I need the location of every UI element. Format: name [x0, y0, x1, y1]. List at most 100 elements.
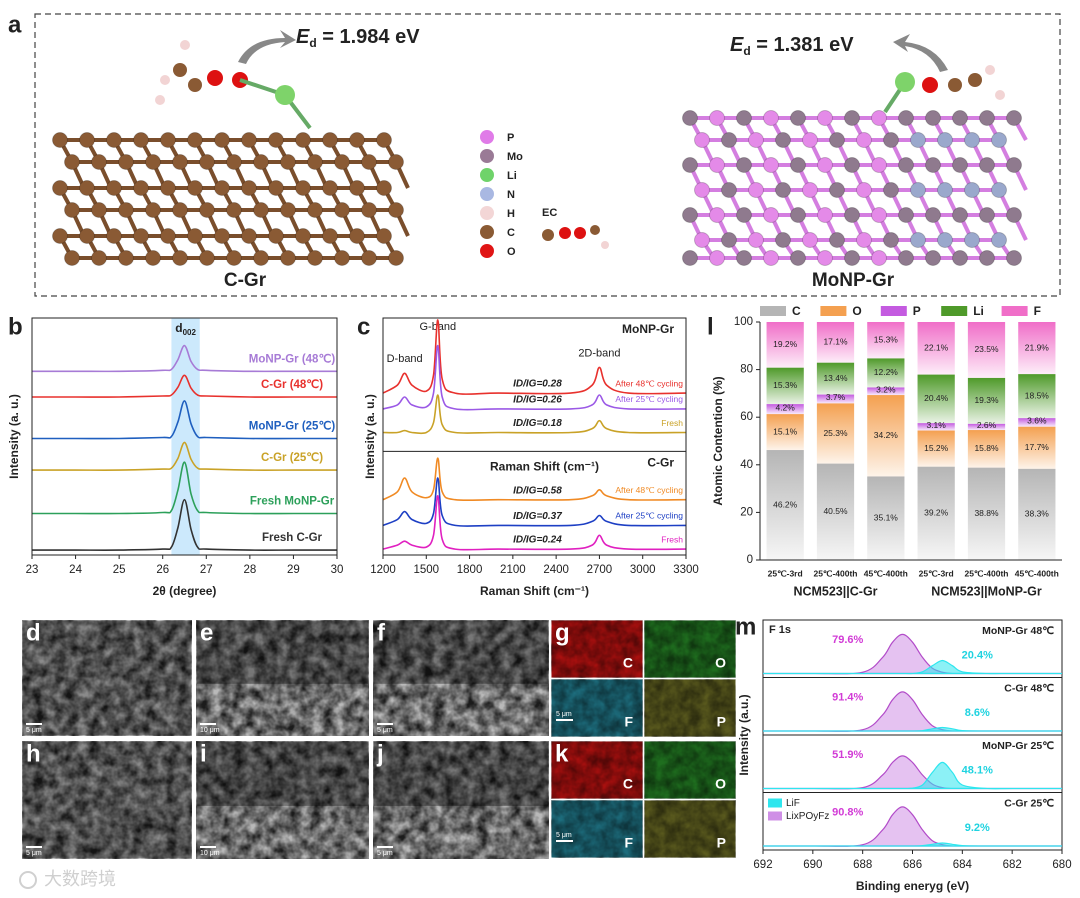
- x-tick-label: 27: [200, 564, 213, 576]
- legend-swatch: [480, 187, 494, 201]
- legend-label: LiF: [786, 798, 800, 809]
- atom: [898, 157, 914, 173]
- subplot-title: C-Gr 25℃: [1004, 797, 1054, 809]
- eds-element: C: [623, 776, 633, 792]
- value-label: 38.8%: [974, 508, 999, 518]
- legend-swatch: [768, 798, 782, 808]
- panel-label: m: [735, 613, 756, 640]
- atom: [763, 207, 779, 223]
- panel-label: a: [8, 11, 22, 38]
- atom: [322, 228, 338, 244]
- series-line: [32, 374, 337, 398]
- atom: [925, 207, 941, 223]
- eds-element: P: [717, 714, 726, 730]
- sem-texture: [196, 620, 369, 736]
- ratio-label: ID/IG=0.28: [513, 379, 562, 390]
- atom: [253, 202, 269, 218]
- atom: [1006, 207, 1022, 223]
- atom: [790, 110, 806, 126]
- atom: [937, 232, 953, 248]
- atom: [979, 250, 995, 266]
- series-line: [382, 344, 687, 411]
- atom: [268, 132, 284, 148]
- atom: [226, 202, 242, 218]
- atom: [736, 110, 752, 126]
- atom: [187, 132, 203, 148]
- eds-element: P: [717, 835, 726, 851]
- x-axis-label: 2θ (degree): [153, 584, 217, 598]
- bar-segment: [967, 322, 1006, 378]
- series-line: [32, 461, 337, 515]
- value-label: 17.7%: [1025, 442, 1050, 452]
- component-area: [763, 761, 1062, 790]
- x-tick-label: 28: [243, 564, 256, 576]
- atom: [748, 182, 764, 198]
- legend-label: N: [507, 189, 515, 201]
- share-label: 48.1%: [962, 765, 993, 777]
- atom: [172, 154, 188, 170]
- value-label: 19.2%: [773, 339, 798, 349]
- ratio-label: ID/IG=0.26: [513, 394, 562, 405]
- value-label: 40.5%: [823, 506, 848, 516]
- legend-swatch: [480, 149, 494, 163]
- atom: [829, 182, 845, 198]
- energy-sub: d: [309, 36, 316, 50]
- atom: [79, 132, 95, 148]
- value-label: 3.6%: [1027, 416, 1047, 426]
- panel-label: g: [555, 619, 570, 646]
- atom: [199, 202, 215, 218]
- atom: [871, 110, 887, 126]
- bar-segment: [967, 430, 1006, 468]
- x-tick-label: 1200: [370, 564, 396, 576]
- atom: [173, 63, 187, 77]
- atom: [952, 207, 968, 223]
- ratio-label: ID/IG=0.24: [513, 535, 562, 546]
- atom: [1006, 250, 1022, 266]
- atom: [226, 250, 242, 266]
- series-label: After 25℃ cycling: [615, 511, 683, 521]
- molecule-label: EC: [542, 207, 557, 219]
- atom: [207, 70, 223, 86]
- bar-segment: [867, 395, 905, 477]
- atom: [952, 157, 968, 173]
- atom: [590, 225, 600, 235]
- atom: [601, 241, 609, 249]
- y-tick-label: 20: [740, 506, 753, 518]
- atom: [64, 202, 80, 218]
- bar-segment: [766, 404, 804, 415]
- bar-segment: [967, 467, 1006, 560]
- legend-label: H: [507, 208, 515, 220]
- y-tick-label: 0: [747, 554, 753, 566]
- ratio-label: ID/IG=0.37: [513, 511, 562, 522]
- energy-label: Ed = 1.381 eV: [730, 34, 854, 58]
- atom: [376, 180, 392, 196]
- x-tick-label: 26: [156, 564, 169, 576]
- legend-swatch: [768, 811, 782, 821]
- atom: [334, 250, 350, 266]
- panel-label: h: [26, 740, 41, 767]
- atom: [322, 180, 338, 196]
- x-tick-label: 692: [753, 859, 772, 871]
- atom: [226, 154, 242, 170]
- atom: [268, 180, 284, 196]
- atom: [682, 250, 698, 266]
- atom: [559, 227, 571, 239]
- legend-label: O: [507, 246, 516, 258]
- bar-segment: [917, 423, 955, 431]
- legend-swatch: [480, 130, 494, 144]
- atom: [844, 250, 860, 266]
- bar-segment: [1018, 322, 1056, 375]
- atom: [172, 250, 188, 266]
- series-label: Fresh: [661, 534, 683, 544]
- atom: [106, 180, 122, 196]
- atom: [844, 157, 860, 173]
- atom: [682, 157, 698, 173]
- x-tick-label: 29: [287, 564, 300, 576]
- bar-segment: [867, 476, 905, 560]
- atom: [91, 250, 107, 266]
- atom: [910, 132, 926, 148]
- atom: [871, 250, 887, 266]
- bar-segment: [867, 387, 905, 396]
- atom: [883, 182, 899, 198]
- value-label: 38.3%: [1025, 509, 1050, 519]
